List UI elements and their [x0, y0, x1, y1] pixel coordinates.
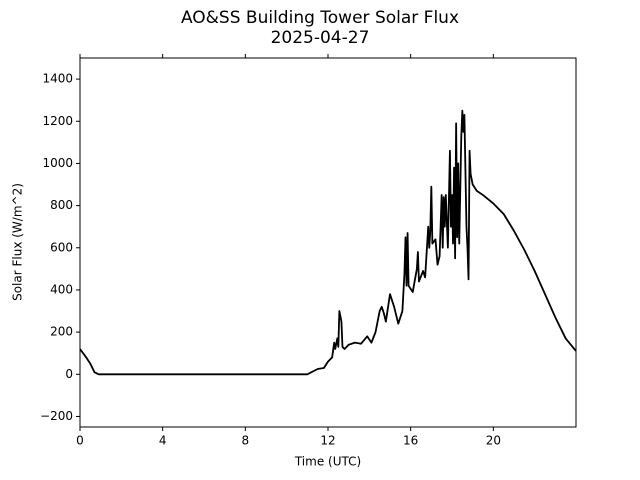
x-axis-label: Time (UTC) [294, 455, 361, 469]
chart-subtitle: 2025-04-27 [271, 28, 370, 48]
y-tick-label: 800 [50, 198, 73, 212]
data-line [79, 109, 577, 376]
y-tick-label: 0 [65, 367, 73, 381]
y-tick-label: 400 [50, 282, 73, 296]
y-tick-label: −200 [40, 409, 73, 423]
y-tick-label: 1400 [42, 72, 73, 86]
x-tick-label: 0 [76, 434, 84, 448]
y-axis-label: Solar Flux (W/m^2) [11, 183, 25, 301]
x-tick-label: 12 [320, 434, 335, 448]
x-tick-label: 4 [159, 434, 167, 448]
x-tick-label: 16 [403, 434, 418, 448]
y-tick-label: 1200 [42, 114, 73, 128]
y-tick-label: 600 [50, 240, 73, 254]
axes-frame [79, 57, 577, 428]
x-tick-label: 8 [242, 434, 250, 448]
y-tick-label: 1000 [42, 156, 73, 170]
chart-title: AO&SS Building Tower Solar Flux [181, 8, 459, 28]
y-tick-label: 200 [50, 325, 73, 339]
x-tick-label: 20 [486, 434, 501, 448]
